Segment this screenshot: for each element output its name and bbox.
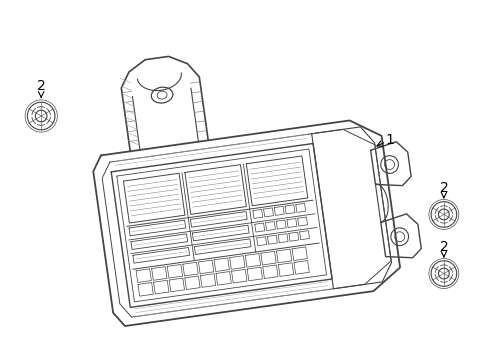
Text: 2: 2 — [440, 240, 448, 254]
Text: 2: 2 — [37, 80, 46, 94]
Text: 1: 1 — [386, 133, 394, 147]
Text: 2: 2 — [440, 181, 448, 195]
